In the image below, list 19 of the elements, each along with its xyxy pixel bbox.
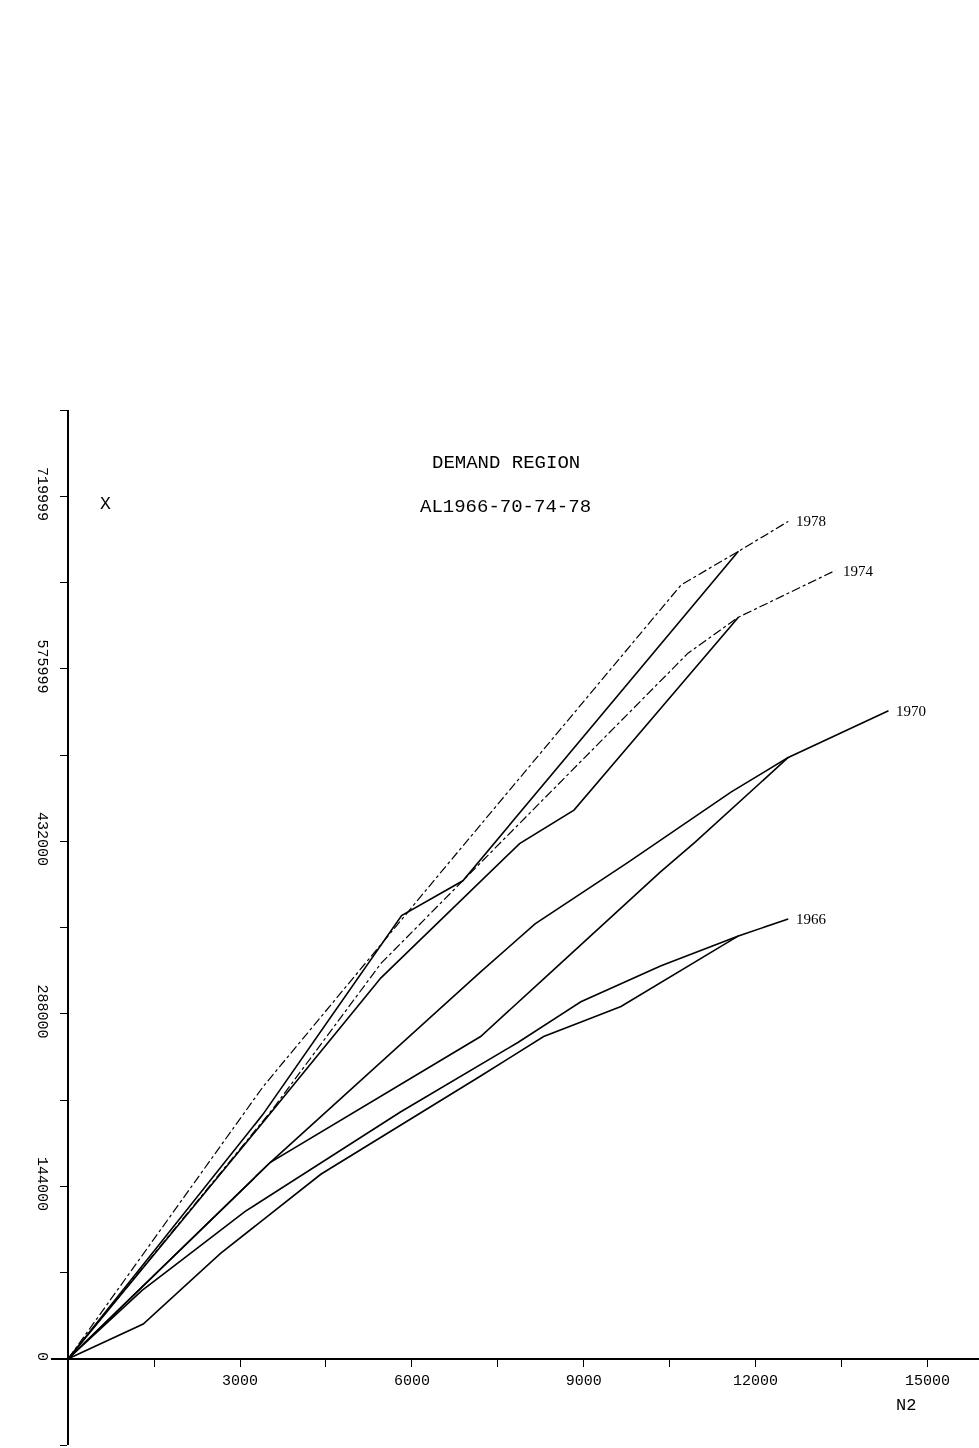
y-tick-label: 288000 [33,984,51,1039]
text: DEMAND REGION [432,452,581,474]
series-label: 1974 [843,563,874,579]
x-tick-label: 9000 [565,1372,602,1390]
x-tick-label: 3000 [222,1372,259,1390]
x-axis-title: N2 [896,1396,917,1415]
y-tick-label: 719999 [33,466,51,522]
x-tick-label: 6000 [393,1372,430,1390]
y-tick-label: 432000 [33,811,51,867]
series-label: 1978 [796,513,826,529]
y-tick-label: 575999 [33,639,51,694]
y-tick-label: 144000 [33,1156,51,1212]
series-label: 1970 [896,703,926,719]
x-tick-label: 12000 [733,1372,779,1390]
text: AL1966-70-74-78 [420,496,592,518]
series-label: 1966 [796,911,827,927]
x-tick-label: 15000 [904,1372,950,1390]
y-tick-label: 0 [33,1351,51,1362]
y-axis-title: X [100,494,111,514]
